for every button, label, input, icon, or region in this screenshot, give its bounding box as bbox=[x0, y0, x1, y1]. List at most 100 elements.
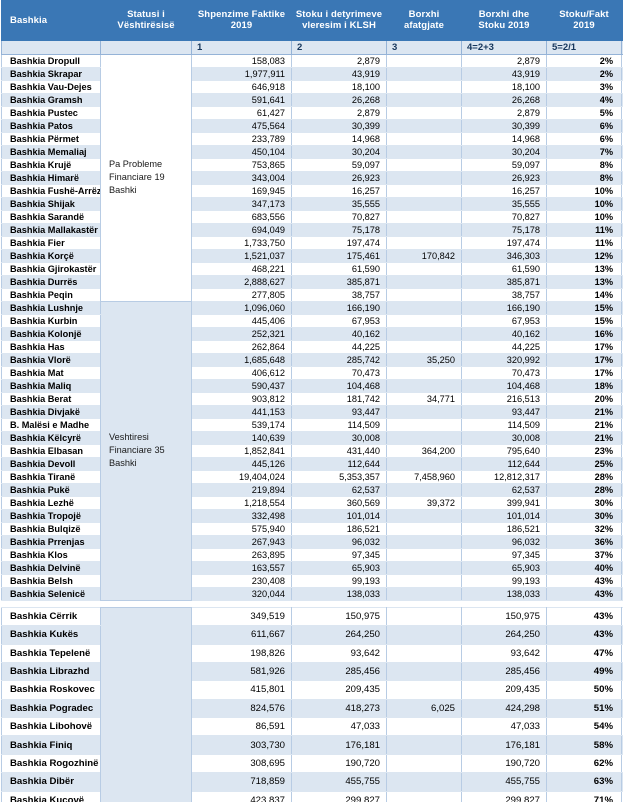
cell-borxhi-afatgjate bbox=[386, 66, 462, 81]
cell-shpenzime-faktike: 590,437 bbox=[191, 378, 292, 393]
table-row[interactable]: Bashkia Berat 903,812 181,742 34,771 216,513… bbox=[1, 391, 623, 406]
table-row[interactable]: Bashkia Lezhë 1,218,554 360,569 39,372 399,9… bbox=[1, 495, 623, 510]
cell-stoku-fakt-pct: 21% bbox=[546, 404, 622, 419]
table-row[interactable]: Bashkia Fushë-Arrëz 169,945 16,257 16,257 10… bbox=[1, 183, 623, 198]
cell-shpenzime-faktike: 198,826 bbox=[191, 643, 292, 663]
cell-shpenzime-faktike: 230,408 bbox=[191, 573, 292, 588]
cell-municipality: Bashkia Durrës bbox=[1, 274, 101, 289]
cell-stoku-detyrimeve: 360,569 bbox=[291, 495, 387, 510]
cell-borxhi-afatgjate bbox=[386, 508, 462, 523]
table-row[interactable]: Bashkia Bulqizë575,940186,521186,52132%3… bbox=[1, 521, 623, 536]
table-row[interactable]: Bashkia Elbasan 1,852,841 431,440 364,200 79… bbox=[1, 443, 623, 458]
cell-borxhi-dhe-stoku: 35,555 bbox=[461, 196, 547, 211]
cell-municipality: Bashkia Pustec bbox=[1, 105, 101, 120]
table-row[interactable]: B. Malësi e Madhe 539,174 114,509 114,509 21… bbox=[1, 417, 623, 432]
table-row[interactable]: Bashkia Rogozhinë 308,695 190,720 190,720 62… bbox=[1, 753, 623, 774]
cell-shpenzime-faktike: 445,406 bbox=[191, 313, 292, 328]
cell-borxhi-afatgjate bbox=[386, 790, 462, 802]
cell-borxhi-afatgjate bbox=[386, 157, 462, 172]
cell-municipality: Bashkia Prrenjas bbox=[1, 534, 101, 549]
cell-borxhi-afatgjate bbox=[386, 404, 462, 419]
table-row[interactable]: Bashkia Kucovë423,837299,827299,82771%71… bbox=[1, 790, 623, 802]
table-row[interactable]: Bashkia Roskovec 415,801 209,435 209,435 50%… bbox=[1, 680, 623, 700]
cell-stoku-fakt-pct: 13% bbox=[546, 274, 622, 289]
cell-shpenzime-faktike: 19,404,024 bbox=[191, 469, 292, 484]
cell-status-group: Veshtiresi Financiare 35 Bashki bbox=[100, 300, 192, 601]
cell-borxhi-afatgjate bbox=[386, 521, 462, 536]
cell-borxhi-afatgjate bbox=[386, 534, 462, 549]
cell-stoku-detyrimeve: 99,193 bbox=[291, 573, 387, 588]
table-row[interactable]: Bashkia Cërrik349,519150,975150,97543%43… bbox=[1, 606, 623, 802]
table-row[interactable]: Bashkia Prrenjas267,94396,03296,03236%36… bbox=[1, 534, 623, 549]
table-row[interactable]: Bashkia Tepelenë198,82693,64293,64247%47… bbox=[1, 643, 623, 663]
cell-stoku-fakt-pct: 21% bbox=[546, 417, 622, 432]
cell-borxhi-afatgjate bbox=[386, 118, 462, 133]
cell-shpenzime-faktike: 343,004 bbox=[191, 170, 292, 185]
cell-stoku-fakt-pct: 10% bbox=[546, 196, 622, 211]
table-row[interactable]: Bashkia Gjirokastër 468,221 61,590 61,590 13… bbox=[1, 261, 623, 276]
table-body: Bashkia Dropull Pa Probleme Financiare 19… bbox=[1, 53, 623, 802]
cell-municipality: Bashkia Delvinë bbox=[1, 560, 101, 575]
table-row[interactable]: Bashkia Tiranë 19,404,024 5,353,357 7,458,9… bbox=[1, 469, 623, 484]
cell-borxhi-afatgjate bbox=[386, 625, 462, 645]
cell-stoku-fakt-pct: 20% bbox=[546, 391, 622, 406]
cell-stoku-detyrimeve: 93,642 bbox=[291, 643, 387, 663]
table-row[interactable]: Bashkia Tropojë332,498101,014101,01430%3… bbox=[1, 508, 623, 523]
cell-shpenzime-faktike: 1,852,841 bbox=[191, 443, 292, 458]
cell-borxhi-afatgjate: 34,771 bbox=[386, 391, 462, 406]
table-row[interactable]: Bashkia Selenicë 320,044 138,033 138,033 43%… bbox=[1, 586, 623, 601]
cell-municipality: Bashkia Klos bbox=[1, 547, 101, 562]
table-row[interactable]: Bashkia Korçë 1,521,037 175,461 170,842 346,… bbox=[1, 248, 623, 263]
column-header-borxhi-afatgjate: Borxhi afatgjate bbox=[386, 0, 462, 41]
cell-municipality: Bashkia Shijak bbox=[1, 196, 101, 211]
table-row[interactable]: Bashkia Lushnje Veshtiresi Financiare 35 … bbox=[1, 300, 623, 601]
cell-municipality: Bashkia Finiq bbox=[1, 735, 101, 755]
cell-stoku-fakt-pct: 25% bbox=[546, 456, 622, 471]
table-row[interactable]: Bashkia Vlorë 1,685,648 285,742 35,250 320,9… bbox=[1, 352, 623, 367]
cell-borxhi-afatgjate bbox=[386, 430, 462, 445]
table-row[interactable]: Bashkia Mallakastër 694,049 75,178 75,178 11… bbox=[1, 222, 623, 237]
cell-borxhi-afatgjate bbox=[386, 378, 462, 393]
table-row[interactable]: Bashkia Dropull Pa Probleme Financiare 19… bbox=[1, 53, 623, 302]
cell-shpenzime-faktike: 1,521,037 bbox=[191, 248, 292, 263]
table-row[interactable]: Bashkia Librazhd 581,926 285,456 285,456 49%… bbox=[1, 661, 623, 682]
cell-borxhi-afatgjate bbox=[386, 482, 462, 497]
cell-stoku-detyrimeve: 61,590 bbox=[291, 261, 387, 276]
cell-stoku-fakt-pct: 30% bbox=[546, 495, 622, 510]
cell-shpenzime-faktike: 1,096,060 bbox=[191, 300, 292, 315]
cell-shpenzime-faktike: 406,612 bbox=[191, 365, 292, 380]
table-row[interactable]: Bashkia Devoll445,126112,644112,64425%25… bbox=[1, 456, 623, 471]
cell-borxhi-afatgjate bbox=[386, 196, 462, 211]
table-row[interactable]: Bashkia Fier1,733,750197,474197,47411%11… bbox=[1, 235, 623, 250]
table-row[interactable]: Bashkia Pogradec 824,576 418,273 6,025 424,2… bbox=[1, 698, 623, 719]
table-row[interactable]: Bashkia Durrës 2,888,627 385,871 385,871 13%… bbox=[1, 274, 623, 289]
